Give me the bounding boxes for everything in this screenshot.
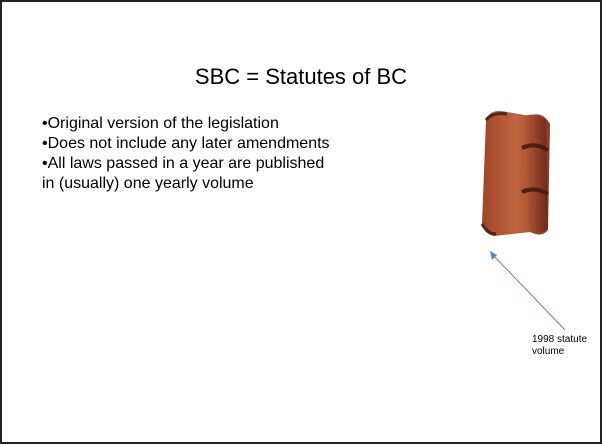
bullet: Original version of the legislation bbox=[42, 114, 334, 134]
bullet-list: Original version of the legislation Does… bbox=[42, 114, 334, 194]
bullet: Does not include any later amendments bbox=[42, 134, 334, 154]
bullet: All laws passed in a year are published … bbox=[42, 154, 334, 194]
image-caption: 1998 statute volume bbox=[532, 334, 588, 357]
slide-title: SBC = Statutes of BC bbox=[194, 64, 408, 89]
arrow bbox=[490, 251, 566, 331]
book bbox=[480, 111, 550, 236]
